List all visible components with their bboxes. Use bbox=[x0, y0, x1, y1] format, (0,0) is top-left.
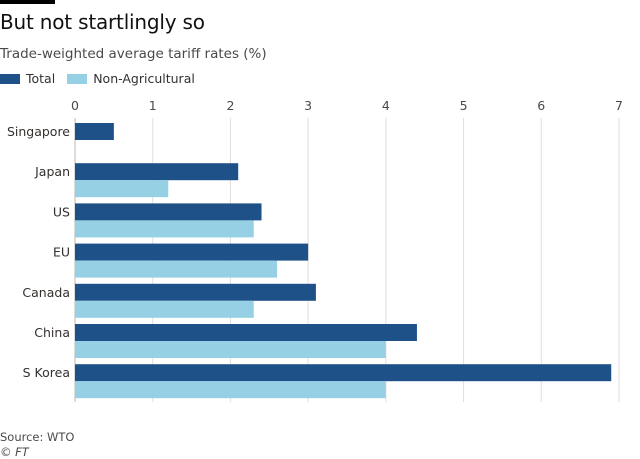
chart-subtitle: Trade-weighted average tariff rates (%) bbox=[0, 46, 267, 62]
legend-item-non-agricultural: Non-Agricultural bbox=[67, 71, 195, 86]
bar-total bbox=[75, 243, 309, 261]
category-label: Canada bbox=[22, 285, 70, 300]
bar-total bbox=[75, 123, 114, 140]
credit-note: © FT bbox=[0, 445, 29, 459]
bar-non-agricultural bbox=[75, 381, 386, 399]
legend-label-total: Total bbox=[26, 71, 56, 86]
bar-total bbox=[75, 324, 417, 341]
x-tick-label: 4 bbox=[382, 98, 390, 113]
bar-non-agricultural bbox=[75, 220, 254, 238]
x-tick-label: 0 bbox=[71, 98, 79, 113]
category-label: Japan bbox=[34, 164, 70, 179]
category-label: S Korea bbox=[23, 365, 70, 380]
bar-total bbox=[75, 163, 239, 181]
x-tick-label: 6 bbox=[537, 98, 545, 113]
x-tick-label: 1 bbox=[149, 98, 157, 113]
x-tick-label: 5 bbox=[460, 98, 468, 113]
bar-non-agricultural bbox=[75, 260, 278, 278]
legend-swatch-total bbox=[0, 73, 20, 84]
x-tick-label: 7 bbox=[615, 98, 623, 113]
bar-total bbox=[75, 364, 612, 382]
bar-non-agricultural bbox=[75, 180, 169, 198]
x-tick-label: 2 bbox=[226, 98, 234, 113]
category-label: China bbox=[34, 325, 70, 340]
legend: Total Non-Agricultural bbox=[0, 71, 207, 86]
legend-item-total: Total bbox=[0, 71, 55, 86]
category-label: Singapore bbox=[7, 124, 70, 139]
source-note: Source: WTO bbox=[0, 430, 75, 444]
x-tick-label: 3 bbox=[304, 98, 312, 113]
bar-non-agricultural bbox=[75, 300, 254, 318]
bar-total bbox=[75, 203, 262, 221]
category-label: US bbox=[53, 204, 70, 219]
top-accent-rule bbox=[0, 0, 55, 4]
legend-label-non-agricultural: Non-Agricultural bbox=[93, 71, 195, 86]
legend-swatch-non-agricultural bbox=[67, 73, 88, 84]
chart-title: But not startlingly so bbox=[0, 10, 205, 34]
bar-non-agricultural bbox=[75, 341, 386, 358]
bar-chart: 0 1 2 3 4 5 6 7 Singapore Japan US EU Canada China S K… bbox=[7, 98, 623, 402]
bar-total bbox=[75, 283, 316, 301]
category-label: EU bbox=[53, 245, 70, 260]
